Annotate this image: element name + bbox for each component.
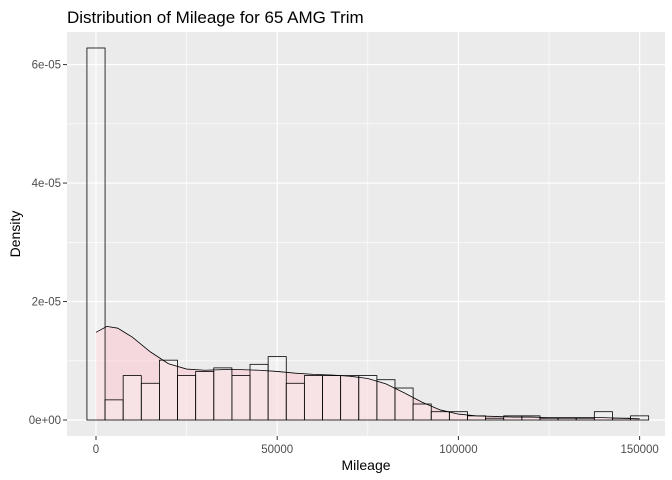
y-tick-label: 4e-05	[32, 178, 61, 190]
x-tick-label: 100000	[439, 444, 477, 456]
histogram-bar	[104, 399, 124, 421]
histogram-bar	[285, 382, 305, 421]
histogram-bar	[249, 363, 269, 421]
histogram-bar	[358, 375, 378, 421]
histogram-bar	[467, 415, 487, 421]
histogram-bar	[539, 417, 559, 421]
histogram-bar	[177, 375, 197, 421]
grid-minor	[67, 32, 665, 436]
histogram-bar	[485, 417, 505, 421]
histogram-bar	[521, 415, 541, 421]
histogram-bar	[376, 379, 396, 421]
histogram-bar	[86, 47, 106, 421]
histogram-bar	[630, 415, 650, 421]
histogram-bar	[195, 371, 215, 421]
histogram-bar	[575, 417, 595, 421]
y-tick-label: 0e+00	[29, 415, 61, 427]
histogram-bar	[322, 375, 342, 421]
histogram-bar	[593, 411, 613, 421]
density-line	[95, 325, 640, 420]
histogram-bar	[213, 367, 233, 421]
histogram-bar	[231, 375, 251, 421]
histogram-bar	[430, 411, 450, 421]
y-tick-label: 6e-05	[32, 60, 61, 72]
x-axis: 0 50000 100000 150000	[93, 436, 659, 456]
x-axis-title: Mileage	[341, 457, 390, 473]
density-curve	[95, 325, 640, 420]
y-axis: 0e+00 2e-05 4e-05 6e-05	[29, 60, 67, 427]
histogram-bar	[159, 359, 178, 421]
histogram-bar	[303, 375, 323, 421]
chart-title: Distribution of Mileage for 65 AMG Trim	[67, 8, 364, 27]
x-tick-label: 50000	[261, 444, 293, 456]
histogram-bar	[267, 356, 287, 421]
y-tick-label: 2e-05	[32, 297, 61, 309]
y-axis-title: Density	[7, 211, 23, 258]
x-tick-label: 0	[93, 444, 99, 456]
plot-panel	[67, 32, 665, 436]
histogram-bar	[340, 375, 360, 421]
histogram-bar	[557, 417, 577, 421]
x-tick-label: 150000	[620, 444, 658, 456]
histogram-bar	[122, 375, 142, 421]
histogram-bar	[140, 382, 160, 421]
histogram-bar	[412, 403, 432, 421]
histogram-bars	[86, 47, 650, 421]
